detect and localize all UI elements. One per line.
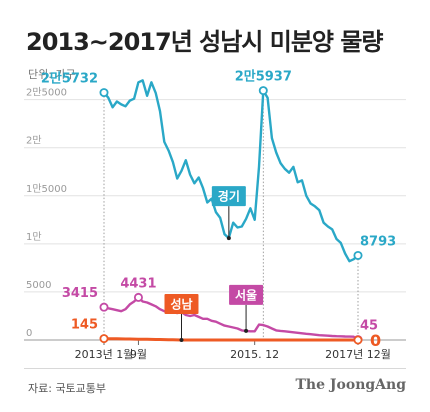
y-tick-label: 1만5000 — [26, 183, 67, 195]
brand-logo: The JoongAng — [295, 377, 406, 393]
data-label: 8793 — [360, 234, 396, 249]
series-badge — [164, 293, 199, 314]
y-tick-label: 2만5000 — [26, 87, 67, 99]
x-tick-label: 2017년 12월 — [325, 348, 391, 361]
data-label: 145 — [71, 318, 98, 333]
data-label: 2만5732 — [41, 71, 98, 87]
series-badge — [211, 186, 246, 207]
y-tick-label: 5000 — [26, 280, 51, 291]
data-label: 0 — [370, 331, 381, 350]
x-tick-label: 2015. 12 — [230, 348, 279, 361]
y-tick-label: 1만 — [26, 231, 42, 243]
source-label: 자료: 국토교통부 — [28, 382, 107, 395]
data-point-marker — [133, 292, 143, 302]
data-point-marker — [353, 335, 363, 345]
y-tick-label: 0 — [26, 328, 32, 339]
badge-anchor-dot — [244, 328, 249, 333]
series-badge-label: 성남 — [170, 296, 192, 311]
y-tick-label: 2만 — [26, 135, 42, 147]
data-point-marker — [258, 86, 268, 96]
series-badge — [229, 284, 264, 305]
x-tick-label: 9월 — [130, 348, 147, 361]
series-badge-label: 서울 — [235, 287, 257, 302]
data-label: 2만5937 — [235, 69, 292, 85]
series-line-성남 — [102, 337, 360, 342]
badge-anchor-dot — [226, 236, 231, 241]
data-point-marker — [353, 250, 363, 260]
badge-anchor-dot — [179, 337, 184, 342]
series-line-서울 — [102, 296, 360, 341]
series-badge-label: 경기 — [218, 189, 240, 204]
data-label: 3415 — [62, 286, 98, 301]
data-label: 4431 — [120, 276, 156, 291]
footer-divider — [24, 368, 406, 369]
data-point-marker — [99, 88, 109, 98]
chart-title: 2013~2017년 성남시 미분양 물량 — [26, 28, 383, 56]
series-line-경기 — [102, 79, 360, 263]
x-tick-label: 2013년 1월 — [75, 348, 134, 361]
data-point-marker — [99, 302, 109, 312]
unit-label: 단위: 가구 — [28, 68, 76, 81]
data-point-marker — [99, 334, 109, 344]
data-label: 45 — [360, 319, 378, 334]
